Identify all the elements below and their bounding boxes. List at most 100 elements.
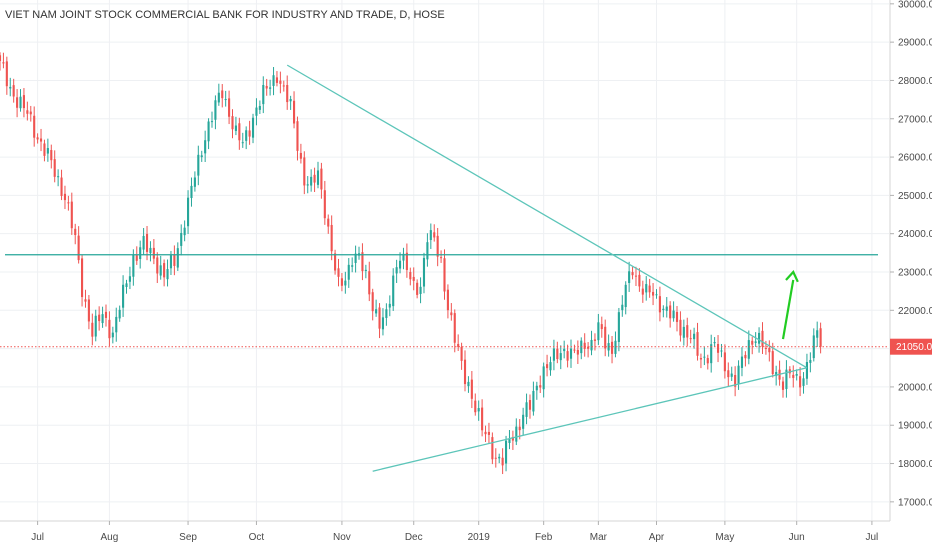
candle-body [19,96,22,109]
candle [484,425,487,443]
candle [515,418,518,446]
candle [532,381,535,416]
candle-body [265,85,268,89]
candle-body [693,333,696,340]
candle-body [50,150,53,161]
candle-body [101,314,104,324]
candle-body [593,339,597,341]
candle-body [716,344,720,353]
candle-body [737,365,740,385]
y-tick-label: 18000.0 [898,459,932,470]
candle [460,342,463,370]
candle-body [494,457,497,459]
candle-body [166,269,169,280]
candle [573,344,576,354]
candle [696,322,699,361]
x-tick-label: Apr [649,532,665,543]
candle-body [70,201,73,229]
candle [730,366,733,381]
candle-body [419,286,422,294]
candle-body [9,86,12,89]
candle-body [802,378,805,386]
candle [289,95,292,110]
candle-body [258,106,261,110]
candle-body [46,148,49,154]
candle-body [340,278,343,286]
candle-body [504,440,508,464]
candle [104,304,108,327]
candle [440,250,443,263]
y-tick-label: 26000.0 [898,153,932,164]
candle-body [703,356,706,358]
candle-body [163,263,166,278]
y-tick-label: 27000.0 [898,114,932,125]
candle-body [522,414,525,429]
candle-body [672,310,675,319]
candle-body [515,426,518,442]
time-axis[interactable]: Jul Aug Sep Oct Nov Dec 2019 Feb Mar Apr May Jun Jul [0,520,890,543]
candle-body [364,269,367,271]
candle-body [286,85,289,103]
candle-body [255,107,258,116]
candle [747,330,750,365]
candle [662,305,665,318]
x-tick-label: Jul [31,532,44,543]
candle-body [498,456,501,459]
candle [621,295,624,317]
upper-trendline[interactable] [286,64,808,369]
candle [275,71,279,87]
candle-body [775,372,778,377]
candle [272,67,275,96]
candle [675,306,679,332]
price-axis[interactable]: 30000.0 29000.0 28000.0 27000.0 26000.0 25000… [889,0,932,521]
candle [207,118,210,150]
candle [234,116,237,136]
candle-body [16,97,19,108]
candle-body [433,232,436,238]
candle-body [221,90,224,99]
lower-trendline[interactable] [372,367,808,472]
candle [327,214,330,234]
candle-body [542,366,545,390]
candle [799,367,802,397]
candle [535,381,538,400]
candle [706,354,709,370]
candle-body [655,294,658,296]
candle-body [624,284,627,308]
candle [228,90,231,125]
candle [597,313,600,345]
candle [737,360,740,390]
candle-body [699,358,703,360]
candle-body [115,316,118,333]
candle [450,303,453,321]
candle [446,284,449,319]
candle [426,233,429,267]
candle [587,342,590,358]
candle [320,162,323,199]
y-tick-label: 28000.0 [898,76,932,87]
candle [467,376,470,393]
candle [122,275,125,317]
candle-body [450,312,453,316]
candle-body [77,235,80,261]
candle [163,259,166,287]
candle [5,56,8,95]
projection-arrow-line[interactable] [781,279,795,340]
candle-body [272,75,275,86]
candle [778,360,781,386]
candle [221,84,224,108]
candle-body [481,407,484,431]
candle [607,334,610,357]
candle-body [525,402,528,417]
candle-body [805,362,808,379]
candle [214,95,217,130]
candle [50,144,53,169]
candle-body [22,95,25,109]
candle-body [566,351,569,361]
y-tick-label: 20000.0 [898,382,932,393]
candle [310,169,313,192]
candle [156,252,159,284]
candle [210,111,214,128]
candle [655,289,658,299]
